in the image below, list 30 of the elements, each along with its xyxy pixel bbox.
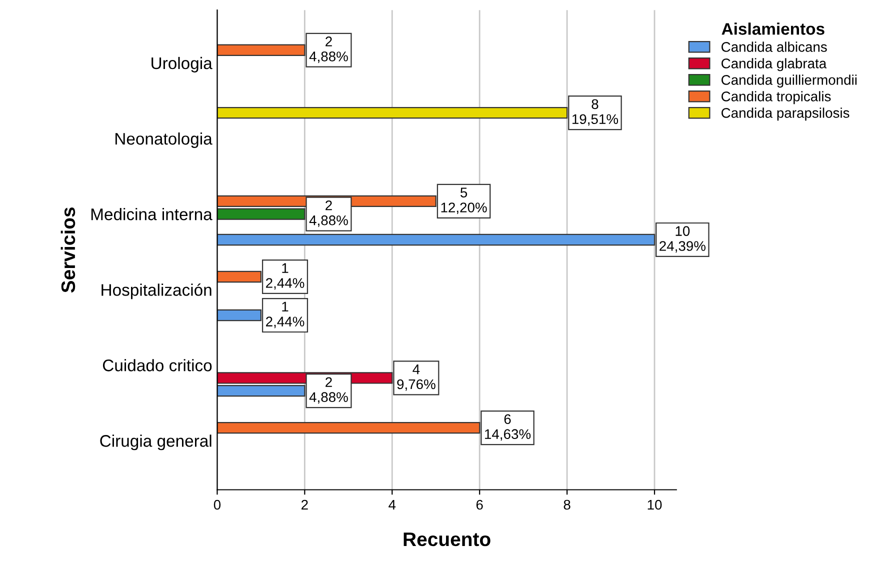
y-tick-label: Cirugia general <box>100 434 212 450</box>
data-label: 10 24,39% <box>660 226 706 253</box>
x-tick-label: 10 <box>648 500 662 510</box>
legend-title: Aislamientos <box>722 22 824 35</box>
legend-label: Candida guilliermondii <box>722 74 857 88</box>
y-tick-label: Cuidado critico <box>102 359 212 372</box>
y-tick-label: Urologia <box>152 56 212 72</box>
x-tick-label: 2 <box>302 500 308 510</box>
data-label: 8 19,51% <box>572 99 618 126</box>
y-tick-label: Medicina interna <box>91 208 212 220</box>
y-tick-label: Hospitalización <box>102 283 212 300</box>
data-label: 6 14,63% <box>485 414 531 441</box>
data-label: 2 4,88% <box>309 36 348 63</box>
x-tick-label: 0 <box>214 500 221 510</box>
data-label: 2 4,88% <box>309 200 348 227</box>
data-label: 1 2,44% <box>266 263 304 290</box>
y-axis-title: Servicios <box>60 207 76 293</box>
legend-label: Candida parapsilosis <box>722 108 850 121</box>
x-tick-label: 4 <box>388 500 396 510</box>
x-tick-label: 8 <box>564 500 570 510</box>
data-label: 4 9,76% <box>397 364 436 391</box>
x-tick-label: 6 <box>476 500 483 510</box>
legend-label: Candida glabrata <box>722 58 827 72</box>
legend-label: Candida tropicalis <box>722 91 831 104</box>
y-tick-label: Neonatologia <box>116 132 212 148</box>
x-axis-title: Recuento <box>404 532 490 546</box>
legend-label: Candida albicans <box>722 42 827 52</box>
data-label: 1 2,44% <box>266 302 304 328</box>
data-label: 5 12,20% <box>441 188 487 214</box>
data-label: 2 4,88% <box>309 377 348 404</box>
